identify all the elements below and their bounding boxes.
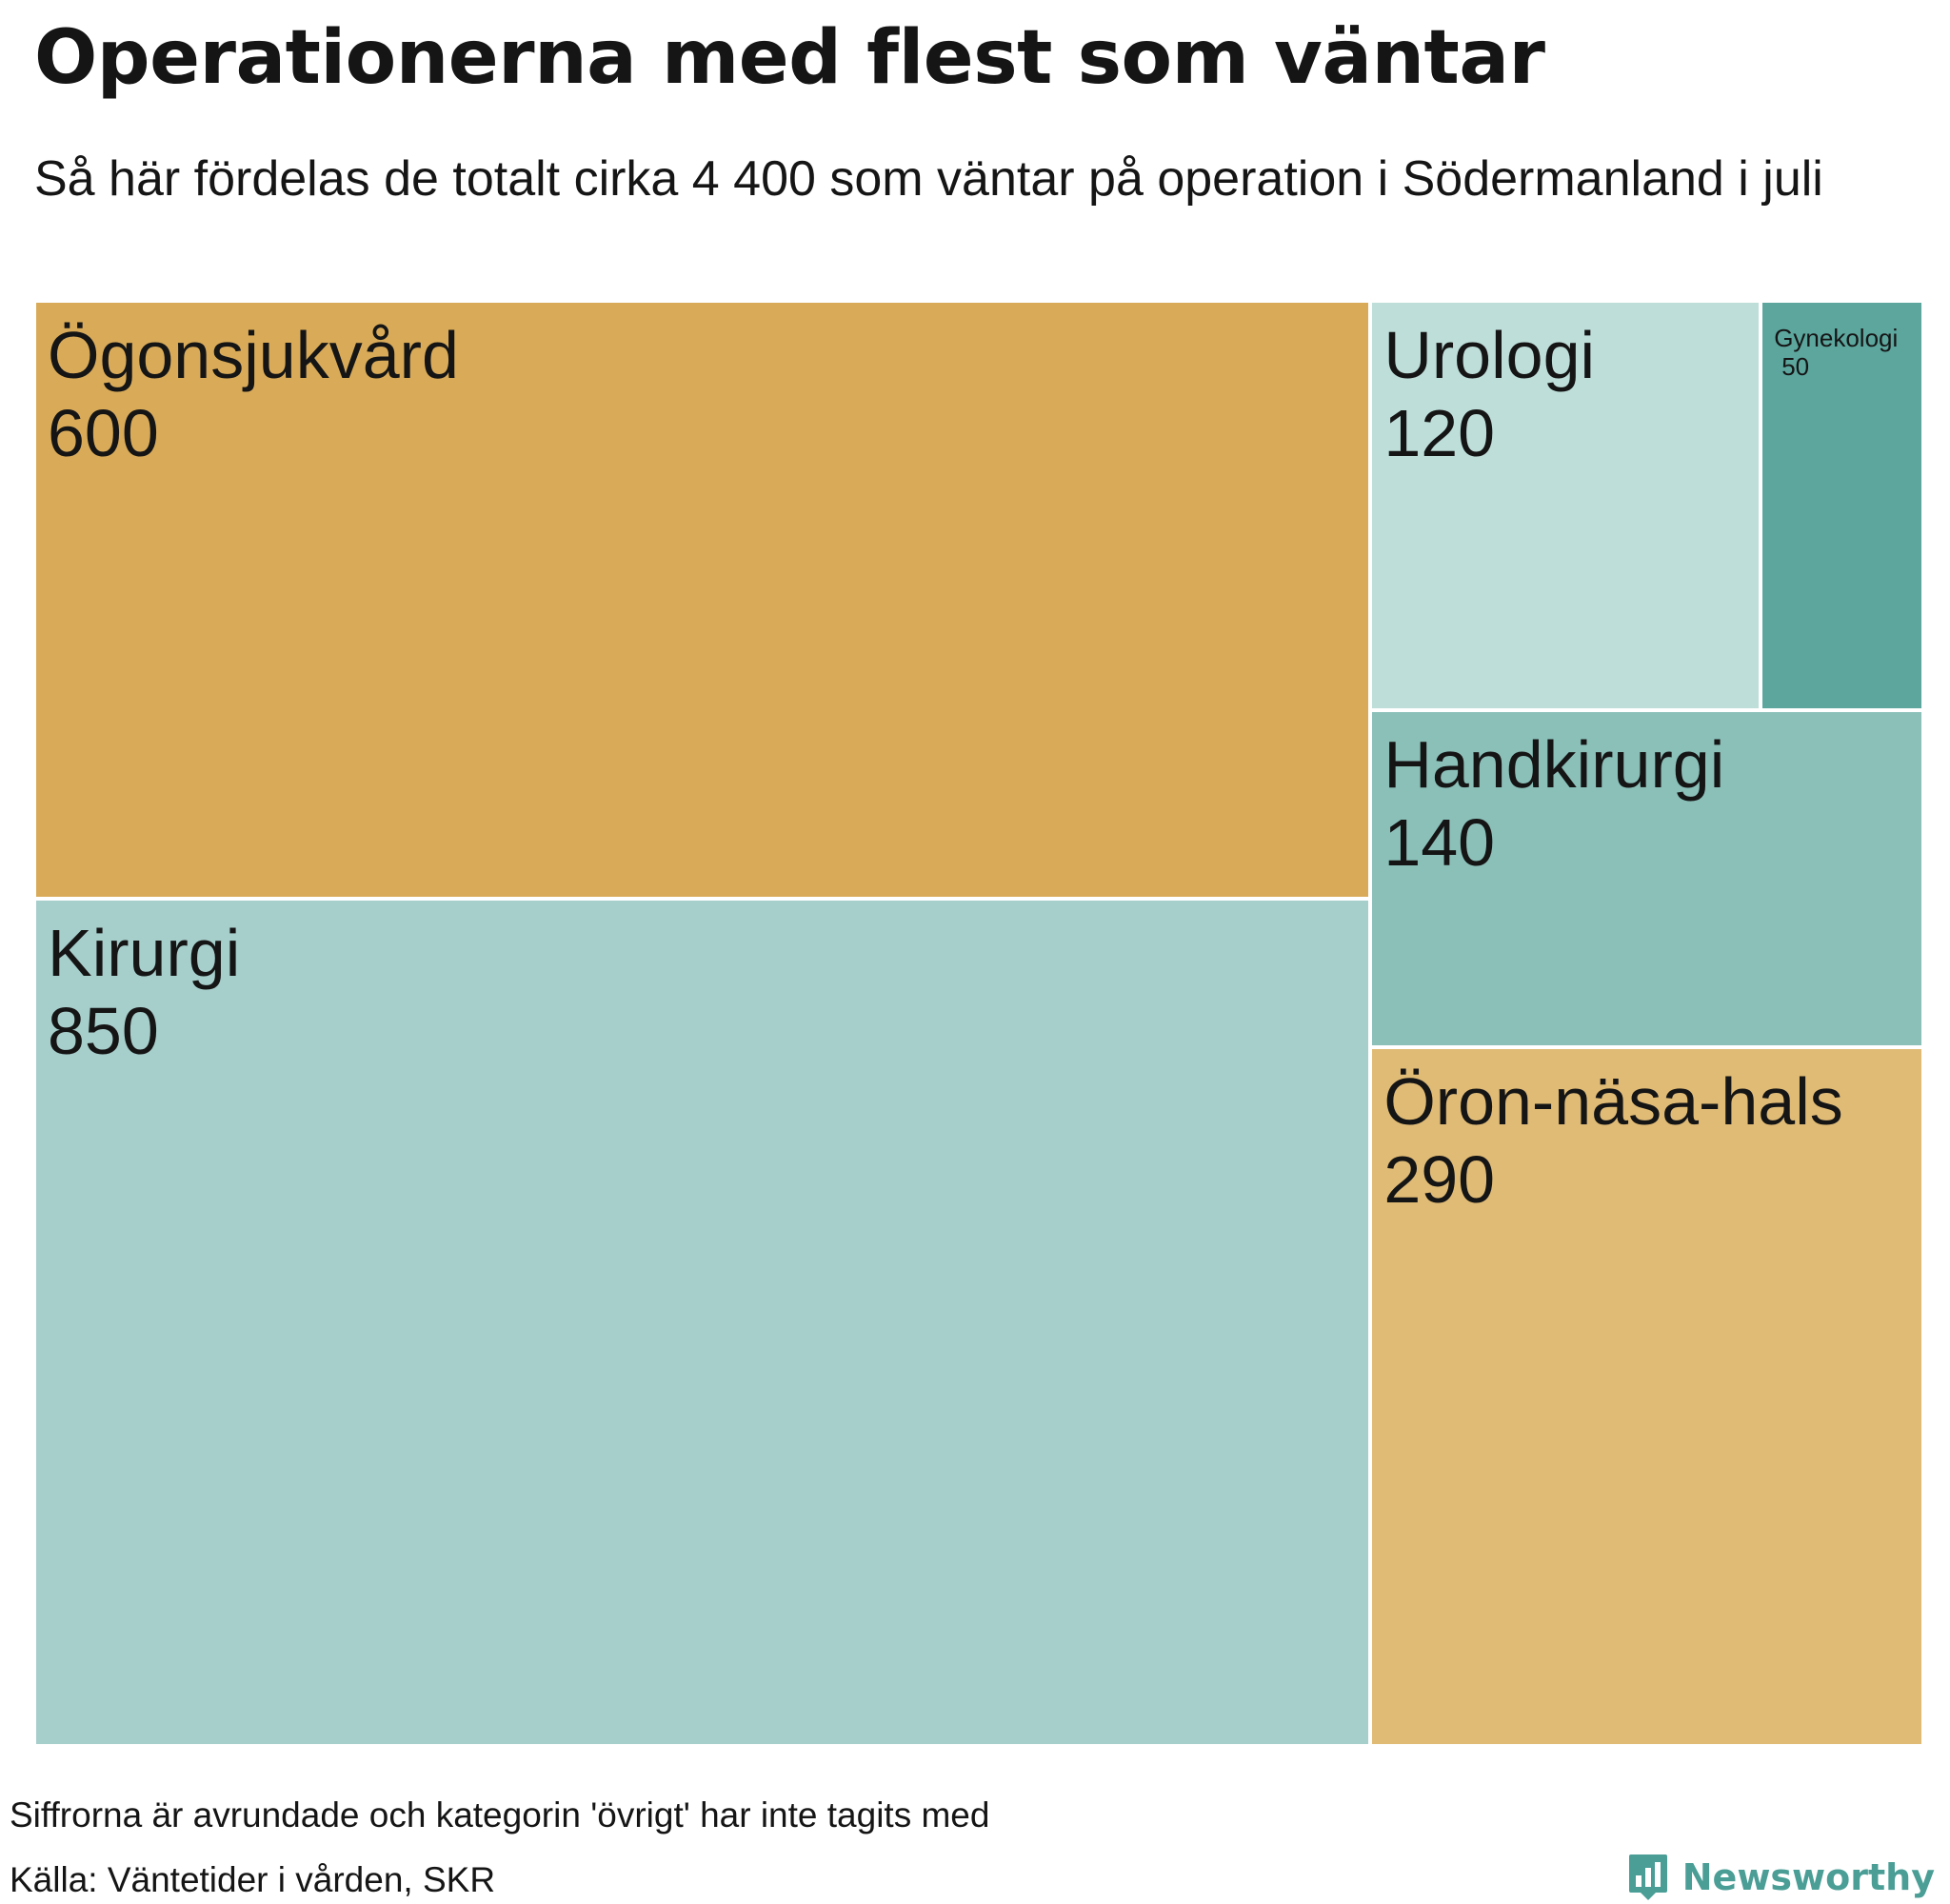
tile-value: 50 [1781,352,1810,381]
tile-label: Gynekologi 50 [1774,324,1898,381]
treemap-tile-gynekologi: Gynekologi 50 [1761,301,1923,711]
tile-label: Urologi 120 [1383,316,1595,472]
chart-subtitle: Så här fördelas de totalt cirka 4 400 so… [34,151,1823,207]
tile-label: Ögonsjukvård 600 [48,316,459,472]
tile-value: 120 [1383,396,1496,470]
tile-value: 850 [48,994,159,1069]
tile-name: Gynekologi [1774,324,1899,352]
tile-value: 600 [48,396,159,470]
brand-name: Newsworthy [1681,1856,1935,1898]
tile-label: Öron-näsa-hals 290 [1383,1062,1842,1219]
brand-logo: Newsworthy [1627,1853,1935,1902]
tile-name: Urologi [1383,318,1596,392]
tile-value: 140 [1383,805,1496,881]
treemap-tile-urologi: Urologi 120 [1370,301,1761,711]
tile-name: Ögonsjukvård [48,318,459,392]
treemap-tile-handkirurgi: Handkirurgi 140 [1370,710,1923,1048]
tile-value: 290 [1383,1142,1496,1218]
tile-label: Handkirurgi 140 [1383,725,1724,882]
footnote: Siffrorna är avrundade och kategorin 'öv… [10,1795,990,1835]
chart-title: Operationerna med flest som väntar [34,15,1545,101]
tile-label: Kirurgi 850 [48,914,240,1070]
treemap-tile-ogonsjukvard: Ögonsjukvård 600 [34,301,1371,900]
tile-name: Handkirurgi [1383,727,1725,803]
tile-name: Öron-näsa-hals [1383,1064,1843,1140]
tile-name: Kirurgi [48,916,241,991]
source-note: Källa: Väntetider i vården, SKR [10,1860,496,1899]
treemap-tile-oron-nasa-hals: Öron-näsa-hals 290 [1370,1047,1923,1746]
newsworthy-logo-icon [1628,1854,1667,1900]
treemap-tile-kirurgi: Kirurgi 850 [34,899,1371,1746]
